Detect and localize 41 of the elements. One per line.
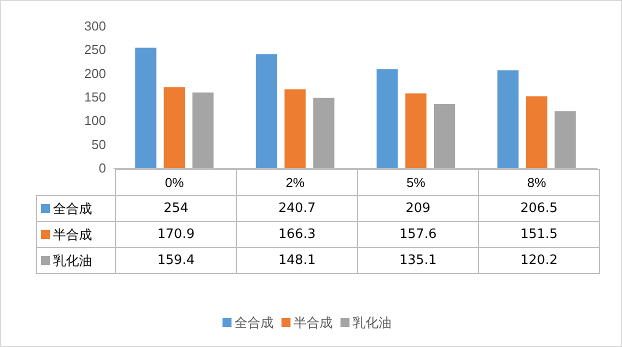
text: 乳化油 bbox=[352, 316, 392, 331]
bar bbox=[313, 98, 334, 168]
y-tick-label: 300 bbox=[84, 18, 106, 34]
text: 全合成 bbox=[234, 316, 274, 331]
data-label: 135.1 bbox=[358, 248, 478, 274]
y-tick-label: 0 bbox=[98, 160, 106, 176]
bar bbox=[135, 48, 156, 168]
data-label: 209 bbox=[358, 196, 478, 222]
y-tick-label: 150 bbox=[84, 90, 106, 104]
bar bbox=[164, 87, 185, 168]
data-label: 120.2 bbox=[478, 248, 600, 274]
y-tick-label: 50 bbox=[92, 136, 106, 152]
bar bbox=[554, 111, 576, 168]
data-label: 166.3 bbox=[236, 222, 358, 248]
data-label: 254 bbox=[116, 196, 236, 222]
data-label: 170.9 bbox=[116, 222, 236, 248]
legend-label: 全合成 bbox=[36, 196, 116, 222]
y-tick-label: 200 bbox=[84, 66, 106, 81]
bar bbox=[284, 89, 306, 168]
bar bbox=[256, 54, 278, 168]
x-tick-label: 0% bbox=[164, 175, 184, 190]
legend-label: 半合成 bbox=[36, 222, 116, 248]
bar bbox=[192, 92, 214, 168]
y-tick-label: 250 bbox=[84, 42, 106, 58]
bar bbox=[497, 70, 519, 168]
data-label: 148.1 bbox=[236, 248, 358, 274]
bar bbox=[376, 69, 398, 168]
bar bbox=[526, 96, 548, 168]
legend-label: 乳化油 bbox=[36, 248, 116, 274]
data-label: 157.6 bbox=[358, 222, 478, 248]
y-tick-label: 100 bbox=[84, 113, 106, 128]
text: 半合成 bbox=[294, 316, 332, 331]
bar bbox=[434, 104, 456, 168]
data-label: 240.7 bbox=[236, 196, 358, 222]
x-tick-label: 5% bbox=[406, 175, 426, 190]
data-label: 151.5 bbox=[478, 222, 600, 248]
data-label: 159.4 bbox=[116, 248, 236, 274]
bar bbox=[405, 93, 426, 168]
x-tick-label: 8% bbox=[527, 175, 546, 190]
data-label: 206.5 bbox=[478, 196, 600, 222]
x-tick-label: 2% bbox=[286, 175, 305, 190]
